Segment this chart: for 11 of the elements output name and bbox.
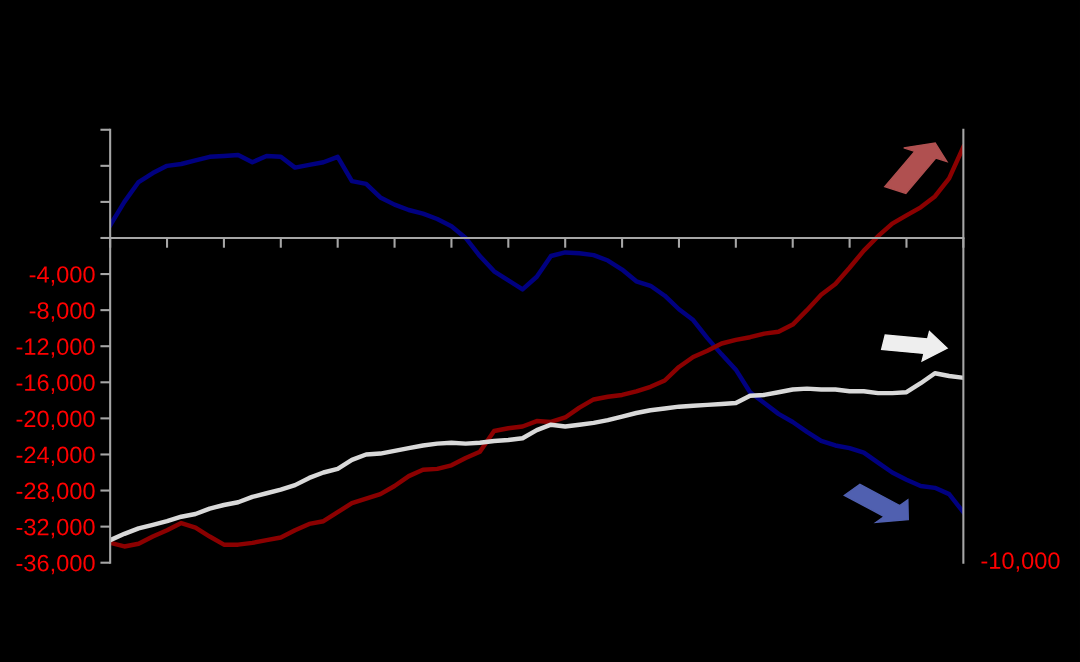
y-tick-label: -8,000 [29, 302, 95, 322]
y-tick-label: -4,000 [29, 266, 95, 286]
y-tick-label: -28,000 [16, 482, 95, 503]
y-tick-label: -16,000 [16, 374, 95, 394]
y-tick-label: -36,000 [16, 554, 95, 575]
y-tick-label: -32,000 [16, 518, 95, 539]
line-series [110, 371, 964, 543]
y-tick-label: -12,000 [16, 338, 95, 358]
y-tick-label: -20,000 [16, 410, 95, 430]
text: -10,000 [981, 552, 1060, 572]
y-tick-label: -24,000 [16, 446, 95, 467]
